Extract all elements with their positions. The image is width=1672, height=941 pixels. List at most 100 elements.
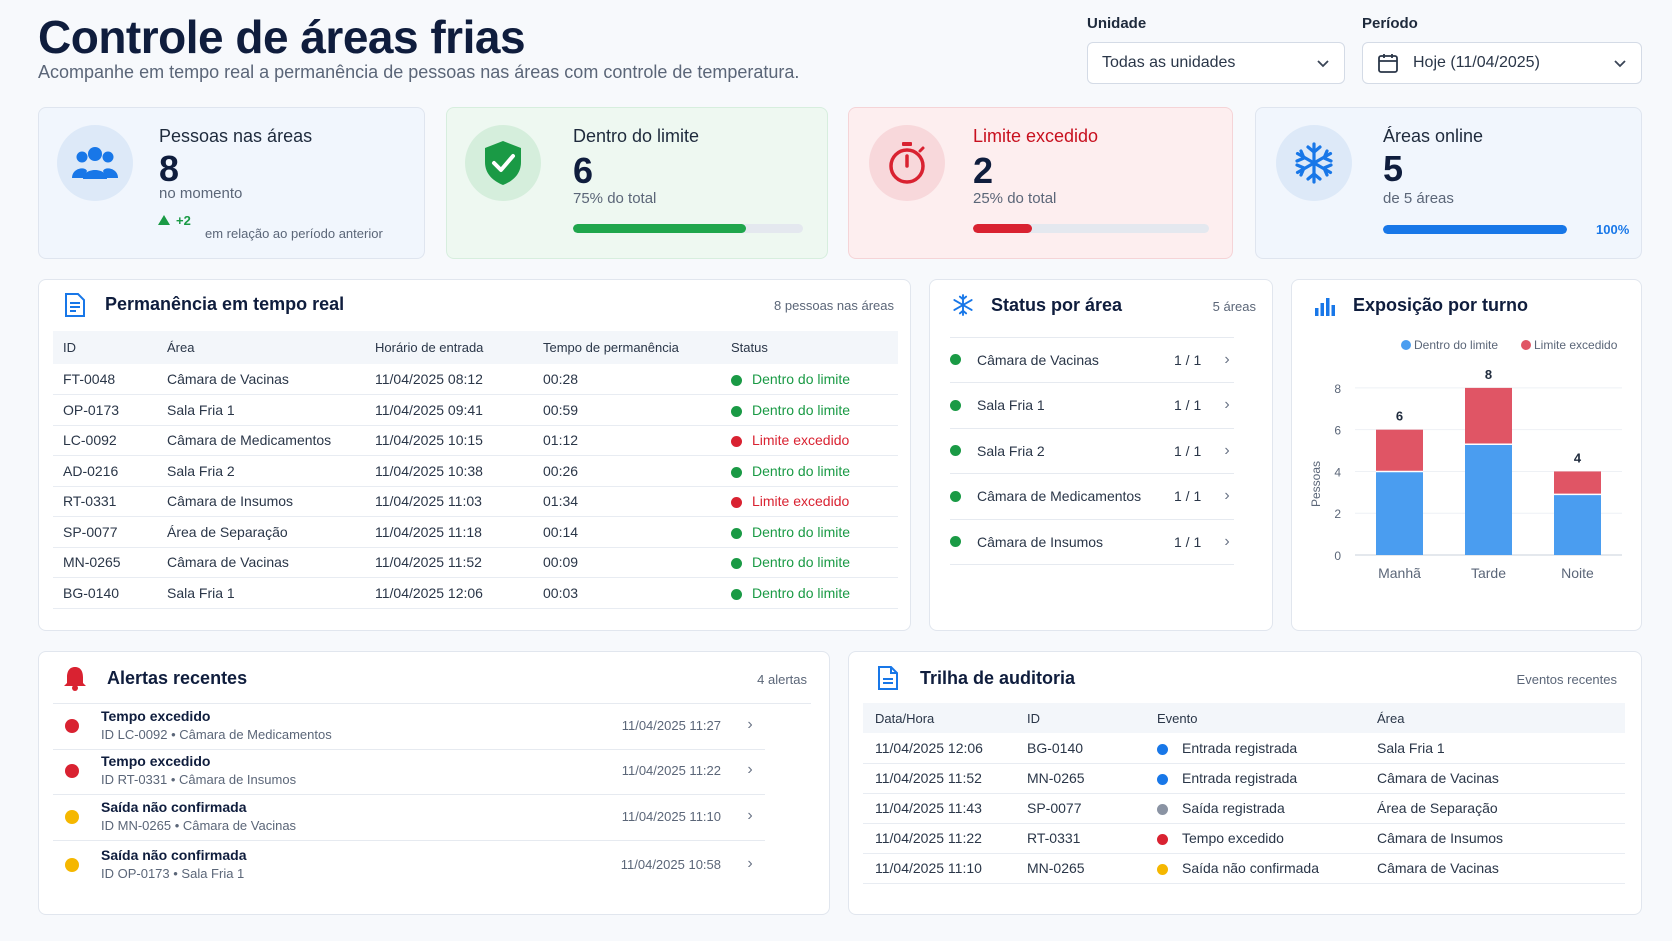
- table-row[interactable]: 11/04/2025 11:52 MN-0265 Entrada registrad…: [863, 763, 1625, 794]
- status-dot: [731, 374, 742, 386]
- bar-segment-exceeded[interactable]: [1465, 387, 1512, 445]
- column-header[interactable]: Status: [721, 331, 898, 364]
- column-header[interactable]: Horário de entrada: [365, 331, 533, 364]
- kpi-exceeded-title: Limite excedido: [973, 126, 1099, 146]
- period-select[interactable]: Hoje (11/04/2025): [1362, 42, 1642, 84]
- bar-segment-within[interactable]: [1376, 471, 1423, 555]
- alert-level-dot: [65, 858, 79, 872]
- cell-area: Área de Separação: [1365, 793, 1625, 824]
- table-row[interactable]: FT-0048 Câmara de Vacinas 11/04/2025 08:12…: [53, 364, 898, 395]
- bar-segment-within[interactable]: [1554, 494, 1601, 555]
- cell-tempo: 00:59: [533, 394, 721, 426]
- area-status-item[interactable]: Sala Fria 1 1 / 1 ›: [950, 383, 1234, 429]
- table-row[interactable]: SP-0077 Área de Separação 11/04/2025 11:18…: [53, 516, 898, 548]
- kpi-exceeded-value: 2: [973, 150, 994, 191]
- bar-segment-exceeded[interactable]: [1376, 429, 1423, 472]
- arrow-up-icon: [158, 215, 170, 225]
- y-tick-label: 8: [1334, 382, 1341, 396]
- bar-segment-exceeded[interactable]: [1554, 471, 1601, 495]
- cell-status: Dentro do limite: [721, 455, 898, 487]
- alert-item[interactable]: Tempo excedido ID RT-0331 • Câmara de Ins…: [53, 749, 765, 795]
- alerts-panel: Alertas recentes 4 alertas Tempo excedid…: [38, 651, 830, 915]
- cell-id: OP-0173: [53, 394, 157, 426]
- cell-event: Entrada registrada: [1145, 763, 1365, 794]
- column-header[interactable]: Área: [1365, 703, 1625, 733]
- exposicao-title: Exposição por turno: [1353, 295, 1529, 315]
- table-row[interactable]: 11/04/2025 11:43 SP-0077 Saída registrada Á…: [863, 793, 1625, 824]
- table-row[interactable]: OP-0173 Sala Fria 1 11/04/2025 09:41 00:59 D…: [53, 394, 898, 426]
- area-status-item[interactable]: Câmara de Insumos 1 / 1 ›: [950, 519, 1234, 565]
- cell-entrada: 11/04/2025 11:03: [365, 486, 533, 517]
- chevron-right-icon[interactable]: ›: [747, 855, 753, 872]
- kpi-people-value: 8: [159, 148, 180, 189]
- chevron-right-icon[interactable]: ›: [747, 716, 753, 733]
- alert-subtitle: ID RT-0331 • Câmara de Insumos: [101, 772, 297, 787]
- area-status-item[interactable]: Câmara de Medicamentos 1 / 1 ›: [950, 474, 1234, 520]
- column-header[interactable]: ID: [53, 331, 157, 364]
- event-text: Entrada registrada: [1182, 770, 1298, 786]
- table-row[interactable]: 11/04/2025 12:06 BG-0140 Entrada registrad…: [863, 733, 1625, 764]
- event-text: Saída registrada: [1182, 800, 1285, 816]
- cell-tempo: 00:09: [533, 547, 721, 578]
- alert-item[interactable]: Tempo excedido ID LC-0092 • Câmara de Med…: [53, 704, 765, 750]
- chevron-right-icon[interactable]: ›: [747, 761, 753, 778]
- table-row[interactable]: BG-0140 Sala Fria 1 11/04/2025 12:06 00:03 D…: [53, 577, 898, 609]
- column-header[interactable]: Tempo de permanência: [533, 331, 721, 364]
- cell-datetime: 11/04/2025 11:10: [863, 853, 1015, 884]
- chevron-down-icon: [1317, 60, 1329, 68]
- table-row[interactable]: RT-0331 Câmara de Insumos 11/04/2025 11:03…: [53, 486, 898, 517]
- unit-select[interactable]: Todas as unidades: [1087, 42, 1345, 84]
- permanencia-table: ID Área Horário de entrada Tempo de permanê…: [53, 331, 898, 609]
- column-header[interactable]: Evento: [1145, 703, 1365, 733]
- table-row[interactable]: MN-0265 Câmara de Vacinas 11/04/2025 11:52…: [53, 547, 898, 578]
- alert-item[interactable]: Saída não confirmada ID MN-0265 • Câmara …: [53, 795, 765, 841]
- cell-entrada: 11/04/2025 12:06: [365, 577, 533, 609]
- bar-segment-within[interactable]: [1465, 444, 1512, 555]
- cell-area: Sala Fria 1: [157, 394, 365, 426]
- y-tick-label: 4: [1334, 465, 1341, 479]
- cell-area: Sala Fria 2: [157, 455, 365, 487]
- y-tick-label: 6: [1334, 424, 1341, 438]
- y-tick-label: 0: [1334, 549, 1341, 563]
- bar-total-label: 6: [1396, 409, 1403, 424]
- area-count: 1 / 1: [1174, 442, 1202, 459]
- cell-event: Saída registrada: [1145, 793, 1365, 824]
- cell-status: Dentro do limite: [721, 516, 898, 548]
- chevron-right-icon[interactable]: ›: [747, 807, 753, 824]
- status-dot: [950, 399, 961, 411]
- column-header[interactable]: Data/Hora: [863, 703, 1015, 733]
- bar-chart-icon: [1315, 298, 1335, 316]
- alert-item[interactable]: Saída não confirmada ID OP-0173 • Sala Fr…: [53, 843, 765, 889]
- x-tick-label: Tarde: [1471, 565, 1506, 581]
- cell-area: Câmara de Vacinas: [1365, 763, 1625, 794]
- column-header[interactable]: Área: [157, 331, 365, 364]
- kpi-within-note: 75% do total: [573, 190, 657, 207]
- column-header[interactable]: ID: [1015, 703, 1145, 733]
- cell-id: AD-0216: [53, 455, 157, 487]
- cell-entrada: 11/04/2025 08:12: [365, 364, 533, 395]
- area-status-item[interactable]: Câmara de Vacinas 1 / 1 ›: [950, 337, 1234, 383]
- cell-id: MN-0265: [1015, 763, 1145, 794]
- alert-subtitle: ID LC-0092 • Câmara de Medicamentos: [101, 727, 332, 742]
- cell-id: MN-0265: [53, 547, 157, 578]
- table-row[interactable]: 11/04/2025 11:10 MN-0265 Saída não confirm…: [863, 853, 1625, 884]
- area-count: 1 / 1: [1174, 533, 1202, 550]
- table-row[interactable]: LC-0092 Câmara de Medicamentos 11/04/2025 …: [53, 425, 898, 456]
- cell-status: Dentro do limite: [721, 547, 898, 578]
- table-row[interactable]: 11/04/2025 11:22 RT-0331 Tempo excedido Câm…: [863, 823, 1625, 854]
- cell-status: Dentro do limite: [721, 577, 898, 609]
- status-dot: [731, 497, 742, 509]
- kpi-exceeded-progress-fill: [973, 224, 1032, 233]
- cell-entrada: 11/04/2025 11:18: [365, 516, 533, 548]
- cell-id: BG-0140: [1015, 733, 1145, 764]
- cell-tempo: 01:34: [533, 486, 721, 517]
- kpi-exceeded-progress: [973, 224, 1209, 233]
- period-filter-label: Período: [1362, 15, 1418, 32]
- cell-status: Dentro do limite: [721, 364, 898, 395]
- bar-total-label: 4: [1574, 450, 1582, 465]
- table-row[interactable]: AD-0216 Sala Fria 2 11/04/2025 10:38 00:26 D…: [53, 455, 898, 487]
- kpi-people-note: no momento: [159, 185, 243, 202]
- document-icon: [878, 666, 898, 690]
- cell-area: Câmara de Vacinas: [1365, 853, 1625, 884]
- area-status-item[interactable]: Sala Fria 2 1 / 1 ›: [950, 428, 1234, 474]
